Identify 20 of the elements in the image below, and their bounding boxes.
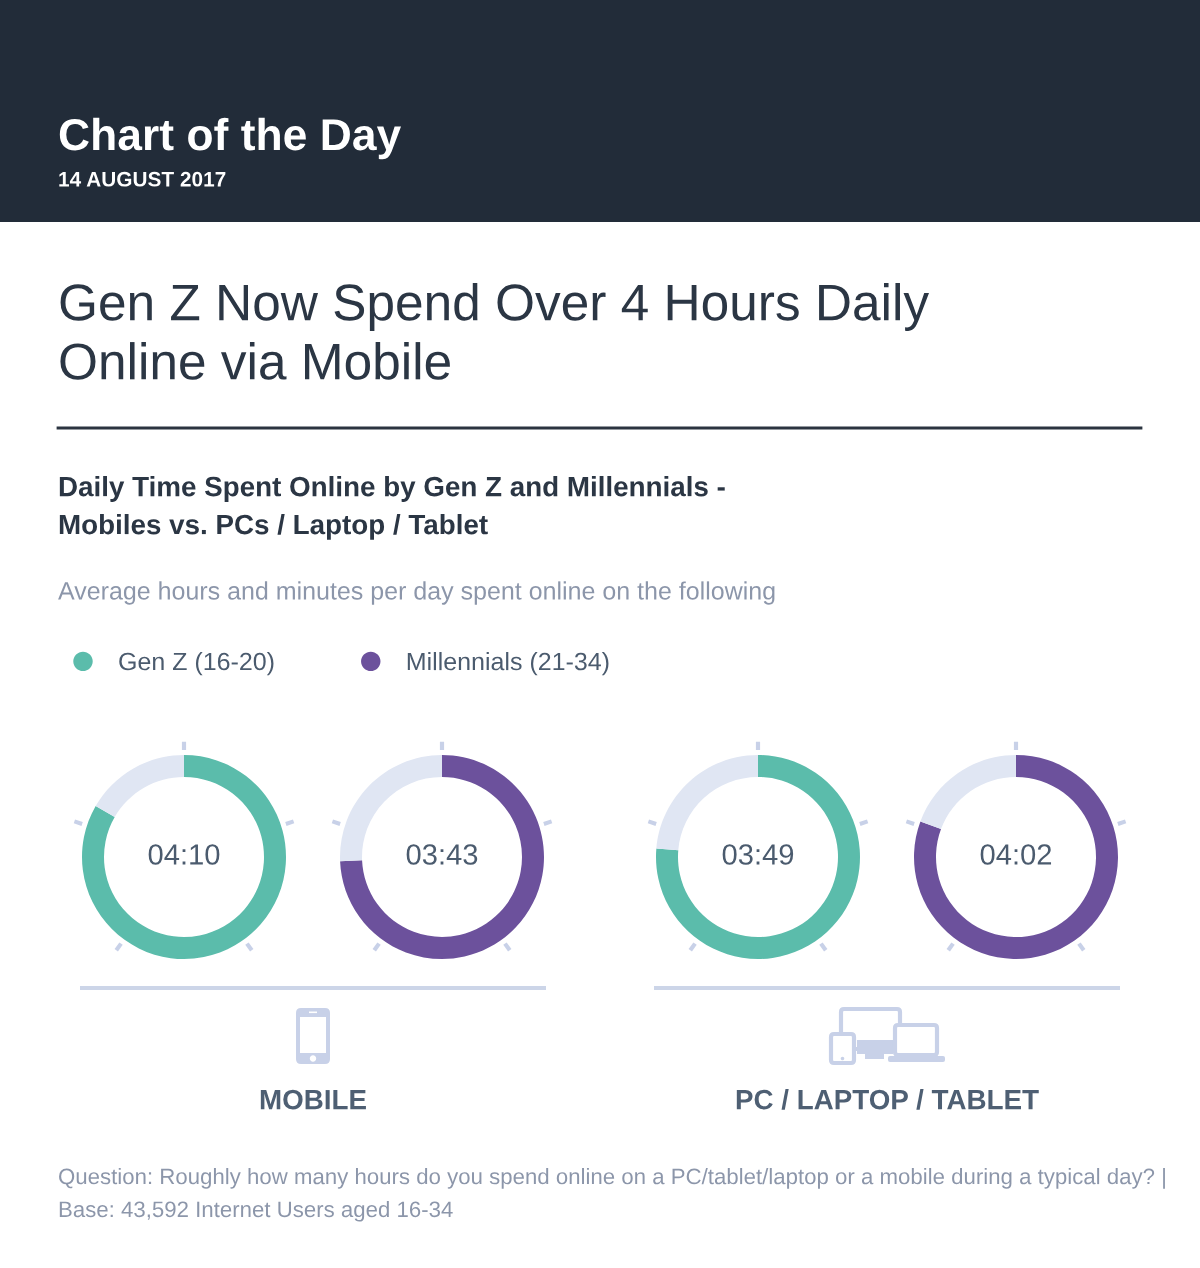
data-label: 03:43 xyxy=(406,844,478,865)
text: Average hours and minutes per day spent online on the following xyxy=(58,581,775,605)
donut-slice xyxy=(914,755,1118,959)
text: MOBILE xyxy=(260,1089,366,1110)
donut-slice xyxy=(656,755,860,959)
legend-label: Gen Z (16-20) xyxy=(119,652,274,676)
donut-slice xyxy=(920,755,1016,830)
legend-label: Millennials (21-34) xyxy=(407,652,609,676)
data-label: 04:10 xyxy=(148,844,220,865)
text: Daily Time Spent Online by Gen Z and Millennials - Mobiles vs. PCs / Laptop / Tablet xyxy=(59,476,725,540)
text: PC / LAPTOP / TABLET xyxy=(736,1089,1039,1110)
donut-slice xyxy=(82,755,286,959)
donut-slice xyxy=(340,755,544,959)
data-label: 03:49 xyxy=(722,844,794,865)
text: 14 AUGUST 2017 xyxy=(59,171,226,187)
text: Gen Z Now Spend Over 4 Hours Daily Online via Mobile xyxy=(60,283,930,380)
text: Question: Roughly how many hours do you spend online on a PC/tablet/laptop or a mobile during a typical day? | Base: 43,592 Internet Users aged 16-34 xyxy=(59,1168,1165,1222)
donut-slice xyxy=(95,755,184,817)
data-label: 04:02 xyxy=(980,844,1052,865)
text: Chart of the Day xyxy=(59,117,402,160)
